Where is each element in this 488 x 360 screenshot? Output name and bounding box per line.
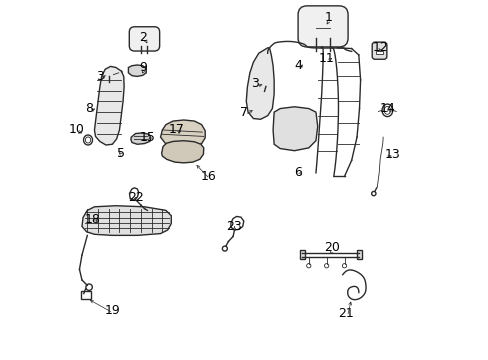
- Polygon shape: [128, 65, 146, 76]
- FancyBboxPatch shape: [371, 42, 386, 59]
- Text: 16: 16: [201, 170, 216, 183]
- Text: 6: 6: [294, 166, 302, 179]
- Text: 15: 15: [140, 131, 156, 144]
- Polygon shape: [246, 48, 274, 119]
- Text: 13: 13: [384, 148, 400, 162]
- Text: 23: 23: [225, 220, 241, 233]
- Polygon shape: [272, 107, 317, 151]
- Text: 1: 1: [324, 11, 332, 24]
- Text: 22: 22: [127, 192, 143, 204]
- Text: 14: 14: [379, 102, 394, 115]
- Text: 20: 20: [324, 241, 339, 255]
- Text: 18: 18: [84, 213, 101, 226]
- Bar: [81, 292, 91, 298]
- Bar: [375, 51, 382, 54]
- Text: 19: 19: [104, 304, 120, 317]
- Text: 3: 3: [251, 77, 259, 90]
- Text: 11: 11: [318, 52, 334, 65]
- Text: 2: 2: [139, 31, 146, 44]
- Polygon shape: [82, 206, 171, 235]
- FancyBboxPatch shape: [129, 27, 160, 51]
- Text: 10: 10: [68, 123, 84, 136]
- Text: 5: 5: [117, 147, 125, 160]
- Text: 17: 17: [168, 123, 184, 136]
- Text: 12: 12: [371, 41, 387, 54]
- Bar: [263, 81, 272, 86]
- Bar: [299, 250, 305, 259]
- Text: 4: 4: [294, 59, 302, 72]
- Polygon shape: [131, 133, 151, 144]
- Polygon shape: [160, 120, 205, 147]
- Text: 9: 9: [139, 61, 146, 74]
- Text: 8: 8: [85, 102, 93, 115]
- Text: 7: 7: [240, 105, 248, 119]
- Bar: [107, 71, 116, 76]
- Text: 21: 21: [338, 307, 353, 320]
- Bar: [356, 250, 362, 259]
- Text: 3: 3: [96, 70, 103, 83]
- Polygon shape: [162, 141, 203, 163]
- FancyBboxPatch shape: [298, 6, 347, 47]
- Polygon shape: [94, 66, 124, 145]
